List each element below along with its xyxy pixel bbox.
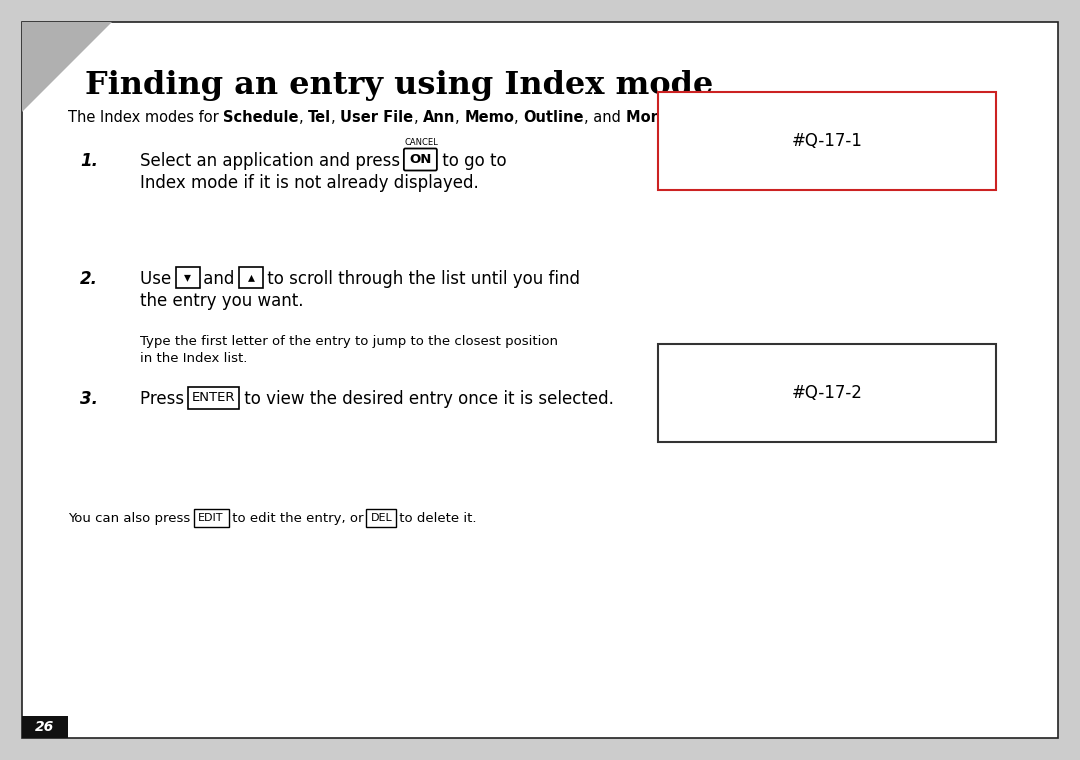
Text: EDIT: EDIT bbox=[199, 513, 224, 523]
Text: Select an application and press: Select an application and press bbox=[140, 152, 405, 170]
Text: to edit the entry, or: to edit the entry, or bbox=[228, 512, 367, 525]
Text: The Index modes for: The Index modes for bbox=[68, 110, 224, 125]
Text: CANCEL: CANCEL bbox=[405, 138, 438, 147]
Text: 26: 26 bbox=[36, 720, 55, 734]
Text: Ann: Ann bbox=[423, 110, 456, 125]
Text: Type the first letter of the entry to jump to the closest position: Type the first letter of the entry to ju… bbox=[140, 335, 558, 348]
Text: ,: , bbox=[299, 110, 308, 125]
Text: Money Tracking: Money Tracking bbox=[625, 110, 755, 125]
FancyBboxPatch shape bbox=[658, 344, 996, 442]
Text: Finding an entry using Index mode: Finding an entry using Index mode bbox=[85, 70, 713, 101]
Text: Use: Use bbox=[140, 270, 176, 288]
Text: Press: Press bbox=[140, 390, 189, 408]
FancyBboxPatch shape bbox=[366, 509, 396, 527]
Text: ▾: ▾ bbox=[184, 271, 191, 284]
Text: 3.: 3. bbox=[80, 390, 98, 408]
Text: You can also press: You can also press bbox=[68, 512, 194, 525]
Text: ,: , bbox=[414, 110, 423, 125]
Polygon shape bbox=[22, 22, 112, 112]
Text: Outline: Outline bbox=[524, 110, 584, 125]
Text: Schedule: Schedule bbox=[224, 110, 299, 125]
Text: and: and bbox=[199, 270, 240, 288]
Text: the entry you want.: the entry you want. bbox=[140, 292, 303, 310]
Text: Tel: Tel bbox=[308, 110, 332, 125]
Text: Memo: Memo bbox=[464, 110, 514, 125]
FancyBboxPatch shape bbox=[658, 92, 996, 190]
FancyBboxPatch shape bbox=[22, 22, 1058, 738]
Text: ,: , bbox=[514, 110, 524, 125]
Text: #Q-17-1: #Q-17-1 bbox=[792, 132, 863, 150]
FancyBboxPatch shape bbox=[239, 267, 264, 288]
FancyBboxPatch shape bbox=[22, 716, 68, 738]
Text: to go to: to go to bbox=[437, 152, 507, 170]
Text: to scroll through the list until you find: to scroll through the list until you fin… bbox=[262, 270, 580, 288]
Text: ,: , bbox=[456, 110, 464, 125]
Text: ▴: ▴ bbox=[247, 271, 255, 284]
FancyBboxPatch shape bbox=[188, 387, 239, 409]
Text: Index mode if it is not already displayed.: Index mode if it is not already displaye… bbox=[140, 174, 478, 192]
FancyBboxPatch shape bbox=[175, 267, 200, 288]
Text: 1.: 1. bbox=[80, 152, 98, 170]
Text: 2.: 2. bbox=[80, 270, 98, 288]
Text: in the Index list.: in the Index list. bbox=[140, 352, 247, 365]
Text: ,: , bbox=[332, 110, 340, 125]
Text: are very similar.: are very similar. bbox=[755, 110, 878, 125]
Text: #Q-17-2: #Q-17-2 bbox=[792, 384, 863, 402]
Text: DEL: DEL bbox=[370, 513, 392, 523]
Text: User File: User File bbox=[340, 110, 414, 125]
Text: to view the desired entry once it is selected.: to view the desired entry once it is sel… bbox=[240, 390, 615, 408]
FancyBboxPatch shape bbox=[193, 509, 229, 527]
FancyBboxPatch shape bbox=[404, 148, 437, 170]
Text: to delete it.: to delete it. bbox=[395, 512, 476, 525]
Text: ON: ON bbox=[409, 153, 432, 166]
Text: ENTER: ENTER bbox=[191, 391, 235, 404]
Text: , and: , and bbox=[584, 110, 625, 125]
